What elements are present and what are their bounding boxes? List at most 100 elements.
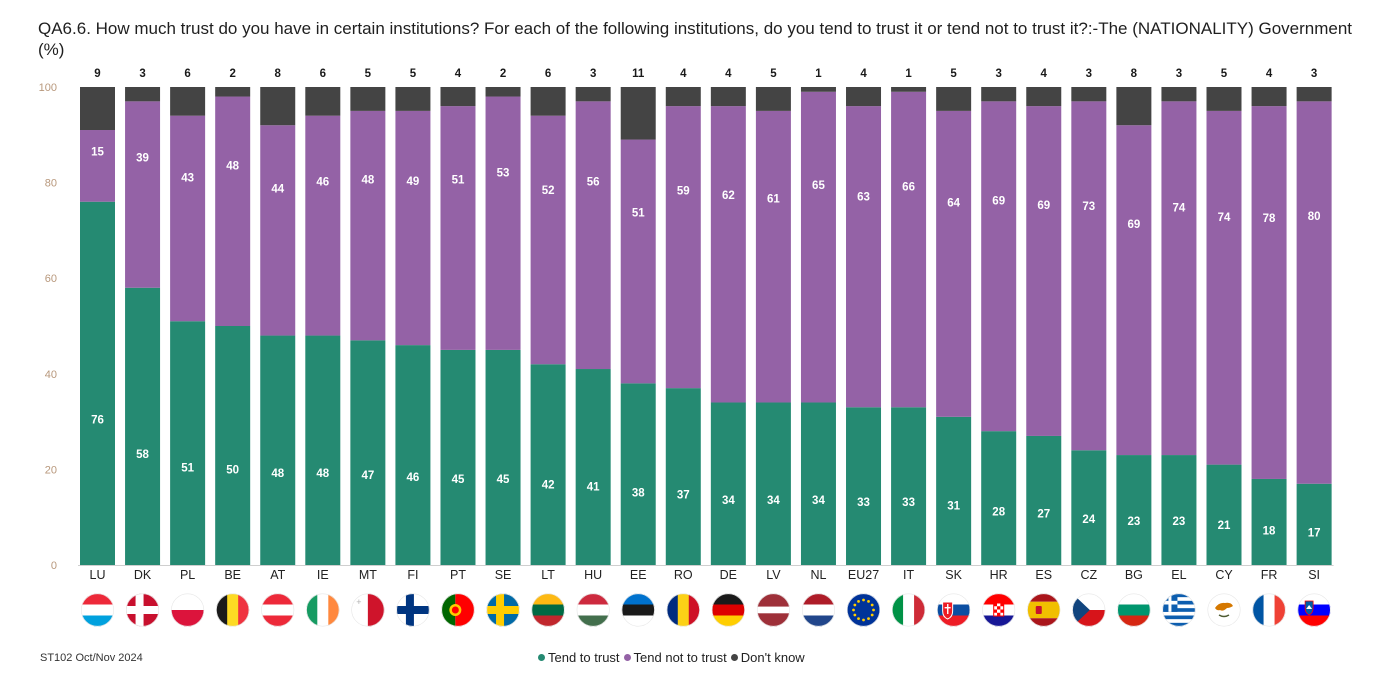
data-label-not-trust: 51 xyxy=(632,208,645,220)
y-tick-label: 100 xyxy=(39,82,57,94)
bar-segment-not-trust xyxy=(485,96,521,350)
data-label-dont-know: 3 xyxy=(995,68,1001,80)
data-label-dont-know: 4 xyxy=(455,68,462,80)
bar-segment-not-trust xyxy=(575,101,611,370)
data-label-dont-know: 4 xyxy=(725,68,732,80)
data-label-dont-know: 11 xyxy=(632,68,645,80)
data-label-dont-know: 2 xyxy=(229,68,235,80)
x-tick-label: FI xyxy=(407,568,418,582)
bar-segment-trust xyxy=(215,326,251,565)
bar-segment-dont-know xyxy=(1296,87,1332,102)
data-label-not-trust: 61 xyxy=(767,193,780,205)
data-label-dont-know: 3 xyxy=(1176,68,1182,80)
bar-segment-not-trust xyxy=(665,106,701,389)
data-label-trust: 28 xyxy=(992,506,1005,518)
eu-flag-icon xyxy=(847,593,881,627)
x-tick-label: SK xyxy=(945,568,962,582)
czechia-flag-icon xyxy=(1072,593,1106,627)
netherlands-flag-icon xyxy=(801,593,835,627)
data-label-not-trust: 51 xyxy=(452,174,465,186)
x-tick-label: SI xyxy=(1308,568,1320,582)
y-tick-label: 20 xyxy=(45,464,57,476)
x-tick-label: LU xyxy=(90,568,106,582)
bar-segment-not-trust xyxy=(800,91,836,403)
bar-segment-trust xyxy=(1296,483,1332,565)
luxembourg-flag-icon xyxy=(81,593,114,627)
bar-segment-trust xyxy=(350,340,386,565)
data-label-dont-know: 2 xyxy=(500,68,506,80)
y-tick-label: 80 xyxy=(45,178,57,190)
bar-segment-dont-know xyxy=(485,87,521,97)
data-label-dont-know: 8 xyxy=(1131,68,1138,80)
bar-segment-not-trust xyxy=(1071,101,1107,451)
data-label-trust: 48 xyxy=(271,468,284,480)
bar-segment-dont-know xyxy=(395,87,431,111)
bar-segment-not-trust xyxy=(305,115,341,336)
data-label-trust: 45 xyxy=(497,474,510,486)
data-label-trust: 50 xyxy=(226,464,239,476)
bar-segment-trust xyxy=(1161,455,1197,565)
finland-flag-icon xyxy=(396,593,430,627)
data-label-dont-know: 5 xyxy=(410,68,417,80)
data-label-not-trust: 39 xyxy=(136,152,149,164)
bar-segment-dont-know xyxy=(846,87,882,107)
data-label-dont-know: 3 xyxy=(139,68,145,80)
bar-segment-dont-know xyxy=(125,87,161,102)
bar-segment-not-trust xyxy=(981,101,1017,432)
data-label-not-trust: 74 xyxy=(1218,212,1231,224)
bar-segment-not-trust xyxy=(170,115,206,322)
data-label-not-trust: 52 xyxy=(542,185,555,197)
data-label-trust: 31 xyxy=(947,501,960,513)
bar-segment-dont-know xyxy=(1161,87,1197,102)
data-label-trust: 33 xyxy=(902,497,915,509)
italy-flag-icon xyxy=(892,593,926,627)
data-label-dont-know: 4 xyxy=(1041,68,1048,80)
data-label-trust: 46 xyxy=(407,472,420,484)
bulgaria-flag-icon xyxy=(1117,593,1151,627)
bar-segment-trust xyxy=(395,345,431,565)
ireland-flag-icon xyxy=(306,593,340,627)
bar-segment-not-trust xyxy=(936,110,972,417)
legend-item-dont-know: Don't know xyxy=(730,650,805,665)
data-label-trust: 47 xyxy=(361,470,374,482)
latvia-flag-icon xyxy=(756,593,790,627)
source-note: ST102 Oct/Nov 2024 xyxy=(40,652,143,664)
data-label-trust: 34 xyxy=(812,495,825,507)
data-label-trust: 58 xyxy=(136,449,149,461)
x-tick-label: SE xyxy=(495,568,512,582)
data-label-dont-know: 6 xyxy=(545,68,551,80)
data-label-dont-know: 4 xyxy=(680,68,687,80)
slovenia-flag-icon xyxy=(1297,593,1331,627)
data-label-not-trust: 44 xyxy=(271,183,284,195)
data-label-not-trust: 56 xyxy=(587,177,600,189)
bar-segment-dont-know xyxy=(305,87,341,116)
y-tick-label: 40 xyxy=(45,369,57,381)
data-label-dont-know: 1 xyxy=(815,68,822,80)
bar-segment-trust xyxy=(80,201,115,565)
bar-segment-trust xyxy=(440,349,476,565)
data-label-not-trust: 69 xyxy=(1127,219,1140,231)
portugal-flag-icon xyxy=(441,593,475,627)
bar-segment-trust xyxy=(620,383,656,565)
bar-segment-trust xyxy=(1206,464,1242,565)
bar-segment-dont-know xyxy=(1206,87,1242,111)
data-label-not-trust: 66 xyxy=(902,181,915,193)
sweden-flag-icon xyxy=(486,593,520,627)
bar-segment-not-trust xyxy=(1116,125,1152,456)
bar-segment-dont-know xyxy=(936,87,972,111)
data-label-not-trust: 65 xyxy=(812,180,825,192)
hungary-flag-icon xyxy=(576,593,610,627)
x-tick-label: DE xyxy=(720,568,737,582)
legend-swatch-dont-know xyxy=(730,654,738,661)
legend-label-dont-know: Don't know xyxy=(740,650,805,665)
x-tick-label: PT xyxy=(450,568,466,582)
data-label-dont-know: 3 xyxy=(590,68,596,80)
data-label-dont-know: 5 xyxy=(365,68,372,80)
y-tick-label: 60 xyxy=(45,273,57,285)
france-flag-icon xyxy=(1252,593,1286,627)
bar-segment-not-trust xyxy=(891,91,927,408)
x-tick-label: ES xyxy=(1035,568,1052,582)
svg-text:+: + xyxy=(356,597,361,607)
bar-segment-not-trust xyxy=(846,106,882,408)
x-tick-label: IT xyxy=(903,568,914,582)
